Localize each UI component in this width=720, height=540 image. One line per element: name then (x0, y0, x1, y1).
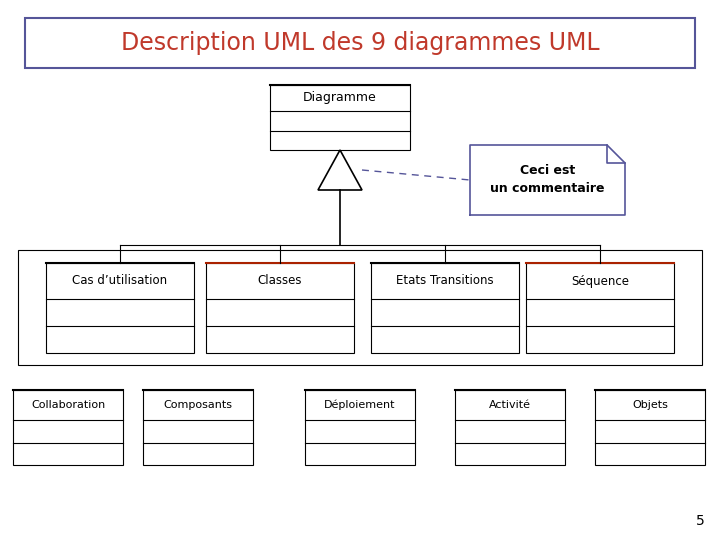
Bar (25, 18, 695, 68)
Text: Composants: Composants (163, 400, 233, 410)
Text: Séquence: Séquence (571, 274, 629, 287)
Bar (13, 390, 123, 465)
Bar (526, 263, 674, 353)
Text: Ceci est
un commentaire: Ceci est un commentaire (490, 165, 605, 195)
Text: 5: 5 (696, 514, 705, 528)
Text: Objets: Objets (632, 400, 668, 410)
Text: Description UML des 9 diagrammes UML: Description UML des 9 diagrammes UML (121, 31, 599, 55)
Bar (46, 263, 194, 353)
Bar (206, 263, 354, 353)
Text: Etats Transitions: Etats Transitions (396, 274, 494, 287)
Text: Activité: Activité (489, 400, 531, 410)
Bar (270, 85, 410, 150)
Text: Diagramme: Diagramme (303, 91, 377, 105)
Text: Cas d’utilisation: Cas d’utilisation (73, 274, 168, 287)
Text: Classes: Classes (258, 274, 302, 287)
Bar (143, 390, 253, 465)
Text: Déploiement: Déploiement (324, 400, 396, 410)
Bar (18, 250, 702, 365)
Bar (595, 390, 705, 465)
Bar (305, 390, 415, 465)
Bar (371, 263, 519, 353)
Bar (455, 390, 565, 465)
Text: Collaboration: Collaboration (31, 400, 105, 410)
